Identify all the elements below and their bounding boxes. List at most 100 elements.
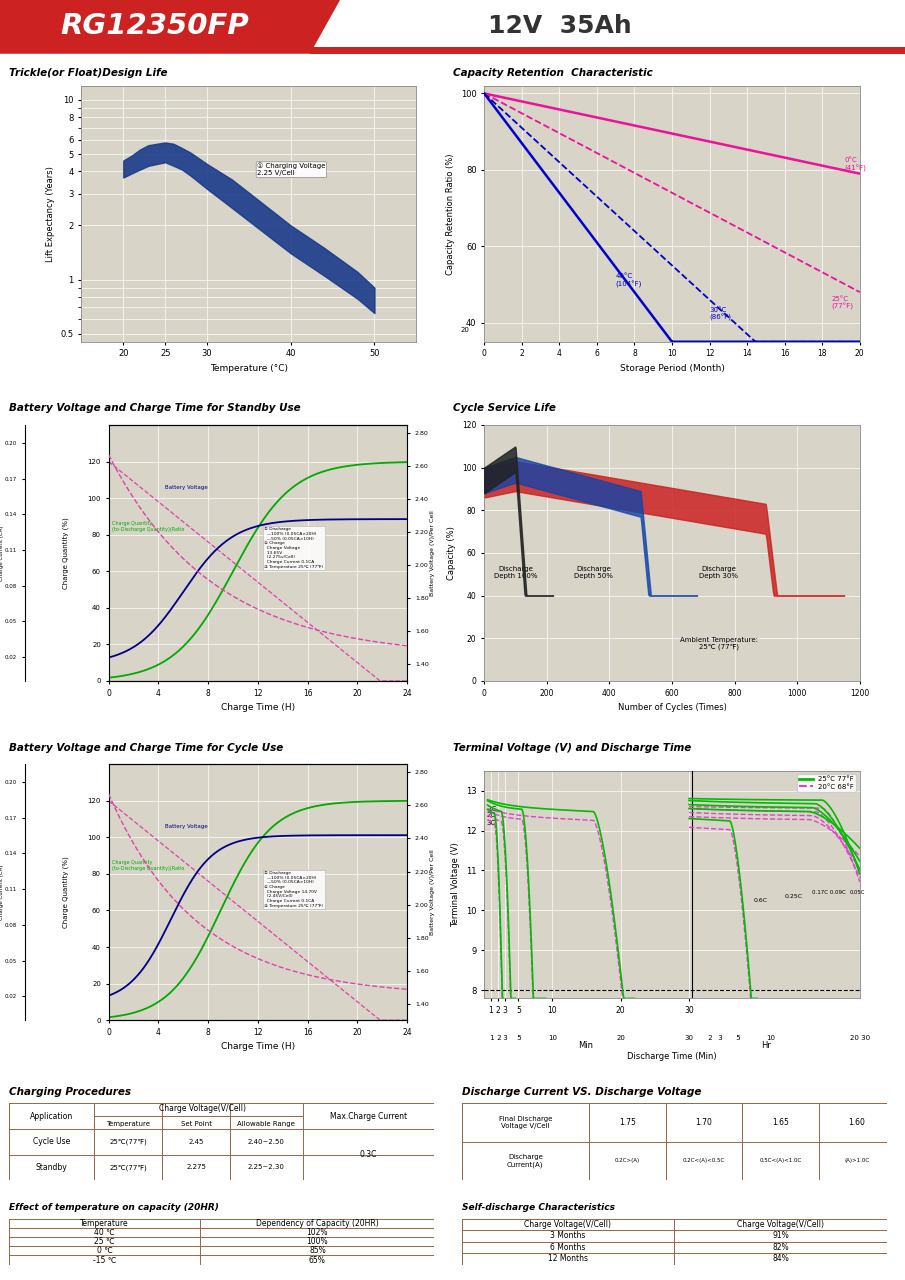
Text: 10: 10 [548,1036,557,1041]
Text: Trickle(or Float)Design Life: Trickle(or Float)Design Life [9,68,167,78]
Text: Self-discharge Characteristics: Self-discharge Characteristics [462,1202,614,1212]
Text: 5: 5 [734,1036,740,1041]
X-axis label: Storage Period (Month): Storage Period (Month) [620,364,724,372]
Legend: 25°C 77°F, 20°C 68°F: 25°C 77°F, 20°C 68°F [796,774,856,791]
Text: Ambient Temperature:
25℃ (77℉): Ambient Temperature: 25℃ (77℉) [680,637,757,650]
Y-axis label: Battery Voltage (V)/Per Cell: Battery Voltage (V)/Per Cell [430,850,435,934]
Text: 100%: 100% [307,1236,329,1247]
Text: 82%: 82% [772,1243,789,1252]
Text: ① Charging Voltage
2.25 V/Cell: ① Charging Voltage 2.25 V/Cell [257,163,326,177]
Text: Temperature: Temperature [81,1219,129,1228]
Text: Terminal Voltage (V) and Discharge Time: Terminal Voltage (V) and Discharge Time [452,742,691,753]
Text: Battery Voltage: Battery Voltage [165,485,207,490]
Text: 0.6C: 0.6C [754,899,768,904]
Text: 3C: 3C [487,819,496,826]
X-axis label: Temperature (°C): Temperature (°C) [210,364,288,372]
Text: 0.3C: 0.3C [360,1149,377,1160]
Text: Application: Application [30,1111,73,1121]
Text: 91%: 91% [772,1231,789,1240]
Text: 40°C
(104°F): 40°C (104°F) [615,273,642,288]
Text: Charge Voltage(V/Cell): Charge Voltage(V/Cell) [159,1105,246,1114]
Text: 1.60: 1.60 [849,1117,865,1128]
Text: 25℃(77℉): 25℃(77℉) [110,1138,147,1146]
Text: Cycle Service Life: Cycle Service Life [452,403,556,413]
Bar [310,47,905,54]
Text: 25℃(77℉): 25℃(77℉) [110,1164,147,1171]
Polygon shape [0,0,340,54]
Text: 1C: 1C [487,805,496,812]
Y-axis label: Battery Voltage (V)/Per Cell: Battery Voltage (V)/Per Cell [430,511,435,595]
Text: Discharge
Depth 50%: Discharge Depth 50% [575,566,614,579]
Text: Final Discharge
Voltage V/Cell: Final Discharge Voltage V/Cell [499,1116,552,1129]
Text: RG12350FP: RG12350FP [61,12,250,40]
Text: 20 30: 20 30 [850,1036,870,1041]
Text: 2C: 2C [487,812,496,818]
Text: 0°C
(41°F): 0°C (41°F) [844,157,867,172]
Text: 85%: 85% [309,1247,326,1256]
Text: Dependency of Capacity (20HR): Dependency of Capacity (20HR) [256,1219,379,1228]
Text: ① Discharge
  —100% (0.05CA×20H)
  —50% (0.05CA×10H)
② Charge
  Charge Voltage
 : ① Discharge —100% (0.05CA×20H) —50% (0.0… [264,527,323,568]
Text: 2.40~2.50: 2.40~2.50 [248,1139,285,1144]
Text: Battery Voltage and Charge Time for Cycle Use: Battery Voltage and Charge Time for Cycl… [9,742,283,753]
Text: ① Discharge
  —100% (0.05CA×20H)
  —50% (0.05CA×10H)
② Charge
  Charge Voltage 1: ① Discharge —100% (0.05CA×20H) —50% (0.0… [264,872,323,908]
X-axis label: Charge Time (H): Charge Time (H) [221,703,295,712]
Text: 2.45: 2.45 [188,1139,204,1144]
Y-axis label: Capacity (%): Capacity (%) [447,526,456,580]
Y-axis label: Charge Current (CA): Charge Current (CA) [0,864,4,920]
Y-axis label: Terminal Voltage (V): Terminal Voltage (V) [452,842,461,927]
Text: -15 ℃: -15 ℃ [93,1256,117,1265]
Text: 84%: 84% [772,1254,789,1263]
Y-axis label: Lift Expectancy (Years): Lift Expectancy (Years) [46,166,55,261]
Text: 102%: 102% [307,1228,329,1236]
Text: 2.275: 2.275 [186,1165,206,1170]
Text: 10: 10 [767,1036,776,1041]
X-axis label: Number of Cycles (Times): Number of Cycles (Times) [617,703,727,712]
Text: Capacity Retention  Characteristic: Capacity Retention Characteristic [452,68,653,78]
Text: Battery Voltage and Charge Time for Standby Use: Battery Voltage and Charge Time for Stan… [9,403,300,413]
X-axis label: Charge Time (H): Charge Time (H) [221,1042,295,1051]
Text: 0.2C>(A): 0.2C>(A) [614,1158,640,1164]
Text: 1.75: 1.75 [619,1117,636,1128]
Text: Set Point: Set Point [181,1121,212,1126]
Text: 3 Months: 3 Months [550,1231,586,1240]
Text: 0.2C<(A)<0.5C: 0.2C<(A)<0.5C [683,1158,725,1164]
Text: 5: 5 [515,1036,521,1041]
Text: Charging Procedures: Charging Procedures [9,1087,131,1097]
Text: Discharge
Depth 30%: Discharge Depth 30% [700,566,738,579]
Text: 0 ℃: 0 ℃ [97,1247,113,1256]
Text: Charge Quantity (%): Charge Quantity (%) [62,856,70,928]
Text: 65%: 65% [309,1256,326,1265]
Text: 2: 2 [706,1036,713,1041]
Text: Charge Quantity
(to-Discharge Quantity)(Ratio: Charge Quantity (to-Discharge Quantity)(… [112,521,185,532]
Text: 3: 3 [717,1036,723,1041]
Text: 2.25~2.30: 2.25~2.30 [248,1165,285,1170]
Text: Hr: Hr [761,1042,771,1051]
Text: 0.25C: 0.25C [785,895,803,900]
Text: Charge Voltage(V/Cell): Charge Voltage(V/Cell) [524,1220,612,1229]
Text: 40 ℃: 40 ℃ [94,1228,115,1236]
Y-axis label: Charge Current (CA): Charge Current (CA) [0,525,4,581]
Text: Standby: Standby [35,1162,68,1172]
Text: 0.05C: 0.05C [850,891,865,896]
Text: 6 Months: 6 Months [550,1243,586,1252]
Text: Min: Min [578,1042,593,1051]
Text: Max.Charge Current: Max.Charge Current [330,1111,407,1121]
Text: Battery Voltage: Battery Voltage [165,824,207,829]
Text: 1.70: 1.70 [696,1117,712,1128]
Text: 30: 30 [684,1036,693,1041]
Text: 3: 3 [501,1036,508,1041]
Text: 12V  35Ah: 12V 35Ah [488,14,632,38]
Text: Charge Voltage(V/Cell): Charge Voltage(V/Cell) [737,1220,824,1229]
Text: 25°C
(77°F): 25°C (77°F) [832,296,853,310]
Text: Discharge Current VS. Discharge Voltage: Discharge Current VS. Discharge Voltage [462,1087,701,1097]
Text: Allowable Range: Allowable Range [237,1121,295,1126]
Text: 0.17C 0.09C: 0.17C 0.09C [812,891,845,896]
Text: Effect of temperature on capacity (20HR): Effect of temperature on capacity (20HR) [9,1202,219,1212]
Text: 1.65: 1.65 [772,1117,789,1128]
Text: Charge Quantity (%): Charge Quantity (%) [62,517,70,589]
Text: Discharge Time (Min): Discharge Time (Min) [627,1052,717,1061]
Text: 25 ℃: 25 ℃ [94,1236,115,1247]
Text: 30°C
(86°F): 30°C (86°F) [710,307,731,321]
Text: Charge Quantity
(to-Discharge Quantity)(Ratio: Charge Quantity (to-Discharge Quantity)(… [112,860,185,872]
Text: (A)>1.0C: (A)>1.0C [844,1158,870,1164]
